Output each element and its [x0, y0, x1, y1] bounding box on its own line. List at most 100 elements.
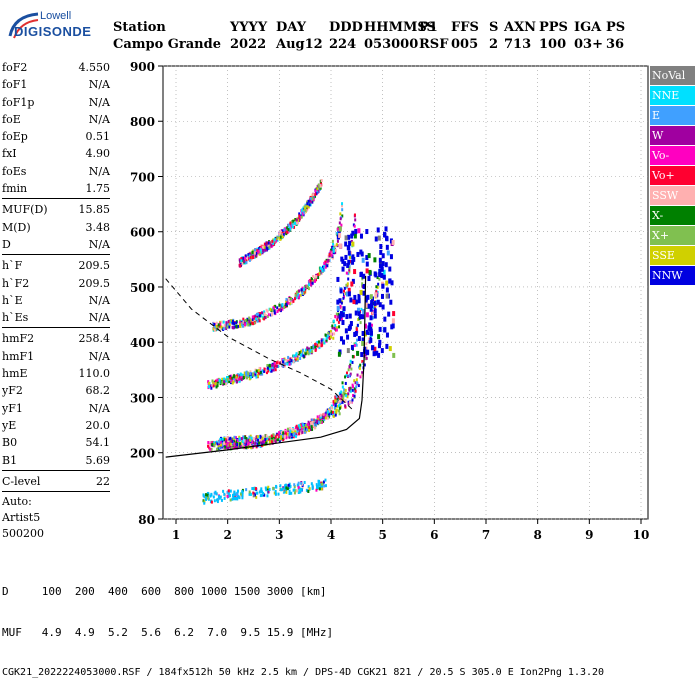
echo-dot: [364, 353, 367, 357]
echo-dot: [362, 290, 366, 296]
echo-dot: [265, 436, 268, 440]
echo-dot: [310, 276, 313, 280]
echo-dot: [310, 427, 313, 431]
echo-dot: [287, 483, 290, 487]
echo-dot: [298, 351, 301, 355]
echo-dot: [223, 442, 226, 446]
echo-dot: [241, 490, 244, 494]
echo-dot: [255, 436, 258, 440]
param-value: N/A: [88, 237, 110, 251]
param-value: N/A: [88, 349, 110, 363]
param-value: 110.0: [78, 367, 111, 381]
echo-dot: [240, 259, 243, 263]
echo-dot: [229, 489, 232, 493]
echo-dot: [343, 261, 347, 267]
echo-dot: [206, 493, 209, 497]
echo-dot: [337, 312, 340, 316]
echo-dot: [229, 436, 232, 440]
echo-dot: [264, 368, 267, 372]
echo-dot: [365, 342, 368, 346]
echo-dot: [330, 404, 333, 408]
echo-dot: [228, 437, 231, 441]
echo-dot: [209, 447, 212, 451]
echo-dot: [220, 325, 223, 329]
echo-dot: [263, 242, 266, 246]
echo-dot: [384, 226, 388, 232]
echo-dot: [226, 436, 229, 440]
echo-dot: [383, 232, 387, 238]
echo-dot: [273, 238, 276, 242]
echo-dot: [210, 386, 213, 390]
echo-dot: [301, 348, 304, 352]
header-value-9: 100: [539, 37, 567, 52]
echo-dot: [218, 327, 221, 331]
param-name: C-level: [2, 474, 41, 488]
echo-dot: [249, 438, 252, 442]
echo-dot: [282, 360, 285, 364]
echo-dot: [235, 321, 238, 325]
echo-dot: [230, 376, 233, 380]
echo-dot: [294, 293, 297, 297]
param-row-yf2: yF2 68.2: [2, 382, 110, 399]
autoscaling-line-0: Auto:: [2, 495, 32, 509]
echo-dot: [316, 187, 319, 191]
echo-dot: [212, 327, 215, 331]
echo-dot: [298, 212, 301, 216]
echo-dot: [268, 364, 271, 368]
echo-dot: [332, 400, 335, 404]
echo-dot: [251, 321, 254, 325]
echo-dot: [333, 406, 336, 410]
echo-dot: [292, 299, 295, 303]
echo-dot: [338, 298, 342, 304]
echo-dot: [231, 319, 234, 323]
echo-dot: [391, 318, 395, 324]
echo-dot: [314, 348, 317, 352]
echo-dot: [337, 400, 340, 404]
echo-dot: [298, 218, 301, 222]
echo-dot: [330, 406, 333, 410]
echo-dot: [256, 491, 259, 495]
echo-dot: [253, 437, 256, 441]
echo-dot: [353, 344, 356, 348]
echo-dot: [335, 312, 338, 316]
echo-dot: [290, 430, 293, 434]
echo-dot: [377, 343, 381, 349]
echo-dot: [348, 268, 351, 272]
echo-dot: [330, 410, 333, 414]
echo-dot: [271, 243, 274, 247]
echo-dot: [290, 301, 293, 305]
echo-dot: [221, 437, 224, 441]
echo-dot: [365, 295, 369, 301]
echo-dot: [345, 285, 348, 289]
param-value: N/A: [88, 78, 110, 92]
echo-dot: [250, 436, 253, 440]
echo-dot: [215, 440, 218, 444]
echo-dot: [353, 331, 357, 337]
echo-dot: [341, 319, 345, 325]
echo-dot: [344, 235, 348, 241]
echo-dot: [349, 359, 352, 363]
echo-dot: [385, 332, 389, 338]
echo-dot: [242, 375, 245, 379]
echo-dot: [367, 253, 371, 259]
echo-dot: [255, 495, 258, 499]
echo-dot: [355, 385, 358, 389]
echo-dot: [316, 415, 319, 419]
echo-dot: [311, 420, 314, 424]
echo-dot: [246, 371, 249, 375]
echo-dot: [339, 217, 342, 221]
echo-dot: [227, 493, 230, 497]
echo-dot: [374, 292, 378, 298]
echo-dot: [389, 254, 393, 260]
echo-dot: [266, 438, 269, 442]
echo-dot: [275, 361, 278, 365]
echo-dot: [354, 218, 357, 222]
echo-dot: [340, 306, 343, 310]
echo-dot: [211, 442, 214, 446]
echo-dot: [341, 202, 344, 206]
echo-dot: [226, 442, 229, 446]
echo-dot: [274, 435, 277, 439]
echo-dot: [293, 225, 296, 229]
echo-dot: [347, 375, 350, 379]
echo-dot: [367, 332, 370, 336]
